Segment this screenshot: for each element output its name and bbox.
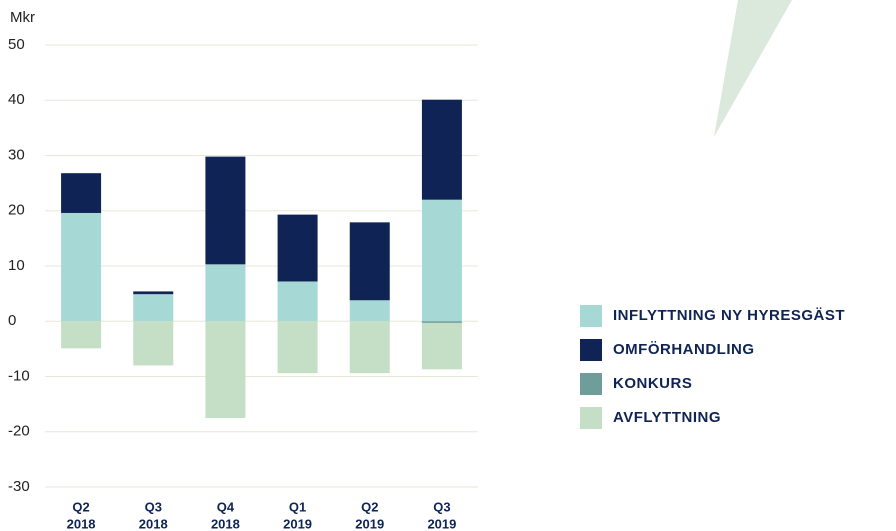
bar-segment <box>422 323 462 369</box>
y-tick-label: 40 <box>8 91 25 108</box>
y-tick-label: 20 <box>8 202 25 219</box>
bar-segment <box>61 321 101 348</box>
x-tick-label: Q4 <box>217 499 235 514</box>
y-tick-label: 50 <box>8 36 25 53</box>
decoration <box>714 0 792 137</box>
legend-swatch <box>580 339 602 361</box>
bar-segment <box>205 321 245 418</box>
x-tick-label: 2018 <box>67 516 96 531</box>
legend-swatch <box>580 373 602 395</box>
y-tick-label: -10 <box>8 367 30 384</box>
y-tick-label: 0 <box>8 312 16 329</box>
bar-segment <box>422 200 462 322</box>
bar-segment <box>350 321 390 373</box>
x-tick-label: Q2 <box>361 499 378 514</box>
legend-label: KONKURS <box>613 375 692 392</box>
x-tick-label: 2018 <box>211 516 240 531</box>
bar-segment <box>422 321 462 323</box>
bar-segment <box>205 157 245 265</box>
bar-segment <box>61 173 101 213</box>
bar-segment <box>133 291 173 294</box>
bar-segment <box>278 215 318 282</box>
bar-segment <box>61 213 101 321</box>
bar-segment <box>350 300 390 321</box>
y-tick-label: 10 <box>8 257 25 274</box>
legend-label: OMFÖRHANDLING <box>613 341 755 358</box>
x-tick-label: Q2 <box>72 499 89 514</box>
x-tick-label: 2019 <box>283 516 312 531</box>
bar-segment <box>133 321 173 365</box>
bar-segment <box>278 281 318 321</box>
legend-label: INFLYTTNING NY HYRESGÄST <box>613 307 845 324</box>
x-tick-label: 2019 <box>427 516 456 531</box>
x-tick-label: Q1 <box>289 499 306 514</box>
legend-label: AVFLYTTNING <box>613 409 721 426</box>
bar-segment <box>205 264 245 321</box>
y-axis-label: Mkr <box>10 9 35 26</box>
x-tick-label: Q3 <box>433 499 450 514</box>
y-tick-label: -20 <box>8 423 30 440</box>
bar-segment <box>422 100 462 200</box>
bar-segment <box>133 294 173 321</box>
x-tick-label: 2018 <box>139 516 168 531</box>
x-tick-label: Q3 <box>145 499 162 514</box>
y-tick-label: -30 <box>8 478 30 495</box>
bar-segment <box>350 222 390 300</box>
bar-segment <box>278 321 318 373</box>
chart: Mkr -30 -20 -10 0 10 20 30 40 50 Q2 2018 Q3 2018 Q4 20… <box>0 0 896 531</box>
y-tick-label: 30 <box>8 146 25 163</box>
legend-swatch <box>580 305 602 327</box>
x-tick-label: 2019 <box>355 516 384 531</box>
legend-swatch <box>580 407 602 429</box>
